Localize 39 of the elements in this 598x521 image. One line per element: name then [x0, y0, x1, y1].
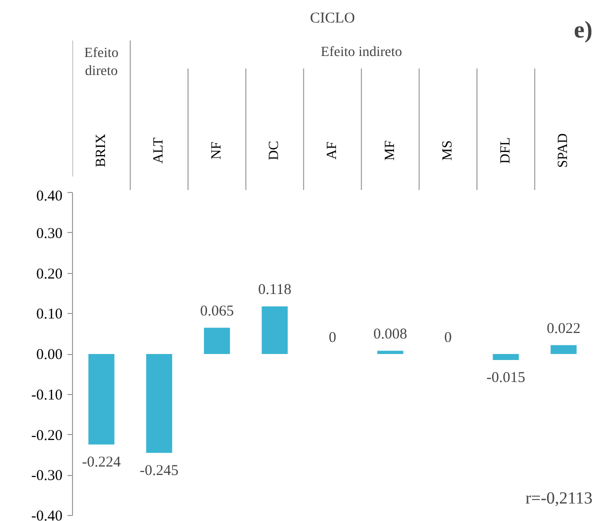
y-tick-label: 0.30 [36, 226, 62, 242]
x-tick-label: MF [382, 140, 398, 161]
text: Efeito indireto [320, 45, 402, 60]
x-tick-label: AF [325, 141, 340, 160]
data-label: 0.118 [258, 282, 292, 298]
y-tick-label: -0.40 [31, 508, 63, 521]
x-tick-label: MS [440, 140, 456, 161]
bar [204, 328, 230, 354]
y-tick-label: -0.20 [31, 428, 63, 444]
bar [550, 345, 577, 354]
y-tick-label: -0.30 [31, 468, 63, 484]
y-tick-label: 0.40 [36, 188, 62, 204]
x-tick-label: BRIX [94, 134, 109, 168]
bar [262, 306, 288, 354]
data-label: 0 [328, 330, 336, 346]
data-label: -0.015 [486, 370, 526, 386]
data-label: -0.224 [82, 454, 122, 471]
y-tick-label: 0.20 [36, 266, 62, 282]
data-label: 0.065 [200, 304, 234, 320]
bar [377, 350, 404, 354]
text: e) [574, 18, 593, 44]
x-tick-label: DC [267, 140, 282, 160]
bar [492, 354, 519, 360]
x-tick-label: NF [209, 141, 224, 160]
y-tick-label: -0.10 [31, 387, 63, 404]
y-tick-label: 0.00 [36, 347, 62, 363]
x-tick-label: SPAD [556, 133, 572, 168]
chart-title: CICLO [310, 10, 356, 26]
data-label: 0.022 [546, 321, 580, 338]
data-label: 0.008 [373, 326, 408, 343]
text: Efeito direto [84, 46, 119, 79]
data-label: 0 [444, 330, 452, 346]
bar [88, 354, 114, 444]
data-label: -0.245 [140, 463, 179, 480]
x-tick-label: DFL [498, 137, 514, 164]
bar [146, 354, 172, 453]
x-tick-label: ALT [152, 137, 167, 164]
annotation: r=-0,2113 [525, 488, 592, 508]
y-tick-label: 0.10 [36, 306, 62, 323]
